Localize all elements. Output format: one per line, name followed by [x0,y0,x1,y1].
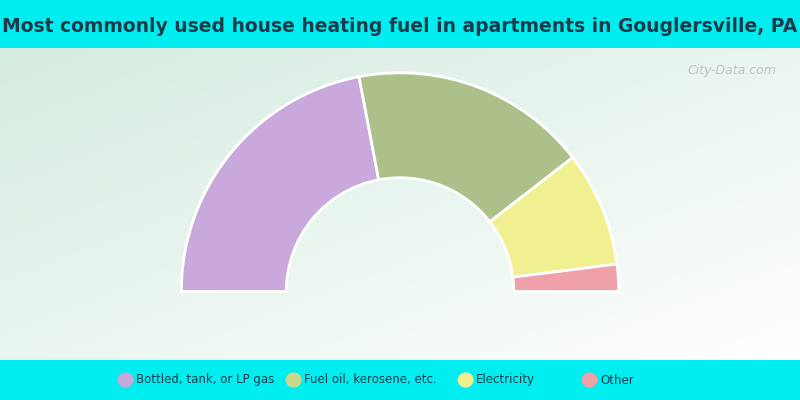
Ellipse shape [458,372,474,388]
Wedge shape [182,77,378,292]
Ellipse shape [582,372,598,388]
Text: Electricity: Electricity [476,374,535,386]
Text: City-Data.com: City-Data.com [687,64,776,77]
Text: Bottled, tank, or LP gas: Bottled, tank, or LP gas [136,374,274,386]
Wedge shape [490,158,617,277]
Text: Fuel oil, kerosene, etc.: Fuel oil, kerosene, etc. [304,374,437,386]
Wedge shape [359,73,573,222]
Wedge shape [513,264,618,292]
Text: Other: Other [600,374,634,386]
Ellipse shape [286,372,302,388]
Ellipse shape [118,372,134,388]
Text: Most commonly used house heating fuel in apartments in Gouglersville, PA: Most commonly used house heating fuel in… [2,17,798,36]
